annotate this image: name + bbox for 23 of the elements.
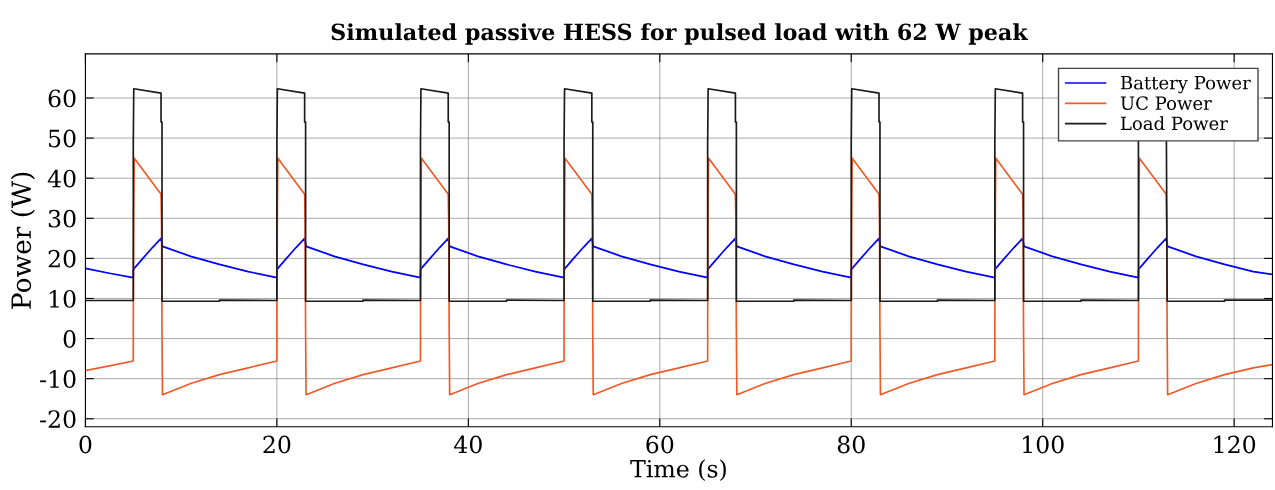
- y-tick-label: -20: [40, 410, 76, 429]
- y-tick-label: 20: [48, 249, 76, 268]
- x-tick-label: 40: [454, 435, 482, 454]
- chart-title: Simulated passive HESS for pulsed load with 62 W peak: [331, 23, 1029, 45]
- x-tick-label: 60: [646, 435, 674, 454]
- x-tick-label: 20: [263, 435, 291, 454]
- y-axis-title: Power (W): [10, 172, 35, 309]
- y-tick-label: 10: [49, 289, 76, 308]
- y-tick-label: 50: [49, 129, 76, 148]
- y-tick-label: 0: [63, 330, 76, 348]
- legend-label: UC Power: [1120, 96, 1212, 110]
- x-tick-label: 0: [79, 435, 92, 454]
- y-tick-label: 40: [47, 169, 76, 188]
- y-tick-label: 60: [48, 89, 76, 108]
- legend-label: Battery Power: [1120, 76, 1251, 94]
- y-tick-label: 30: [48, 209, 76, 228]
- x-axis-title: Time (s): [630, 459, 726, 481]
- line-series: [85, 237, 1273, 279]
- x-tick-label: 80: [837, 435, 865, 454]
- x-tick-label: 100: [1023, 435, 1064, 454]
- x-tick-label: 120: [1214, 435, 1256, 454]
- y-tick-label: -10: [40, 370, 76, 388]
- legend-label: Load Power: [1120, 116, 1228, 131]
